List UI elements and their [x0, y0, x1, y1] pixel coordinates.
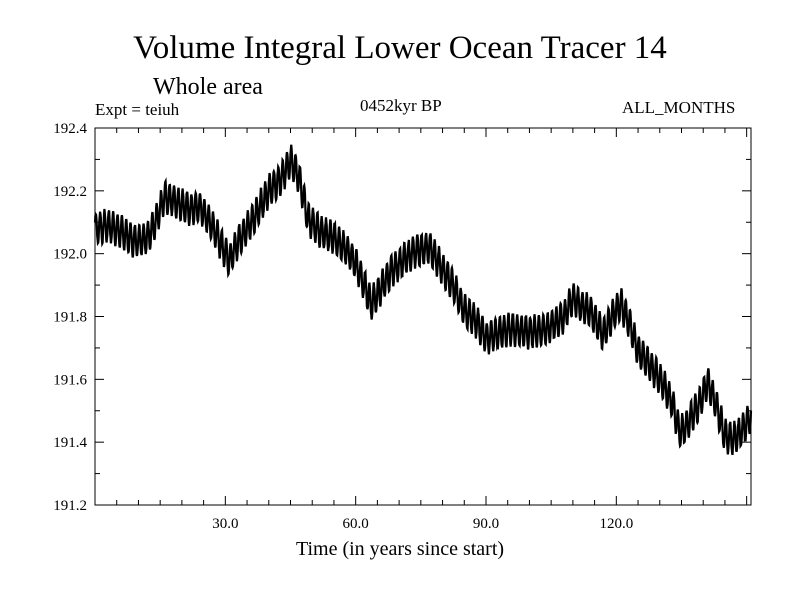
x-tick-label: 120.0	[599, 516, 633, 532]
chart-title: Volume Integral Lower Ocean Tracer 14	[133, 30, 667, 66]
x-tick-label: 30.0	[212, 516, 238, 532]
experiment-label: Expt = teiuh	[95, 100, 180, 119]
series-line	[93, 144, 753, 456]
plot-frame	[94, 127, 752, 506]
y-tick-label: 191.4	[53, 435, 87, 451]
chart-subtitle: Whole area	[153, 74, 263, 100]
y-tick-label: 191.2	[53, 498, 87, 514]
y-tick-label: 191.6	[53, 372, 87, 388]
period-label: 0452kyr BP	[360, 96, 442, 115]
tick-labels: 191.2 191.4 191.6 191.8 192.0 192.2 192.4 30.0 6…	[53, 121, 633, 532]
y-tick-label: 191.8	[53, 310, 87, 326]
months-label: ALL_MONTHS	[622, 98, 736, 117]
y-tick-label: 192.2	[53, 184, 87, 200]
x-tick-label: 60.0	[343, 516, 369, 532]
y-tick-label: 192.0	[53, 247, 87, 263]
x-tick-label: 90.0	[473, 516, 499, 532]
x-axis-label: Time (in years since start)	[295, 538, 505, 560]
axis-ticks	[95, 127, 751, 506]
y-tick-label: 192.4	[53, 121, 87, 137]
